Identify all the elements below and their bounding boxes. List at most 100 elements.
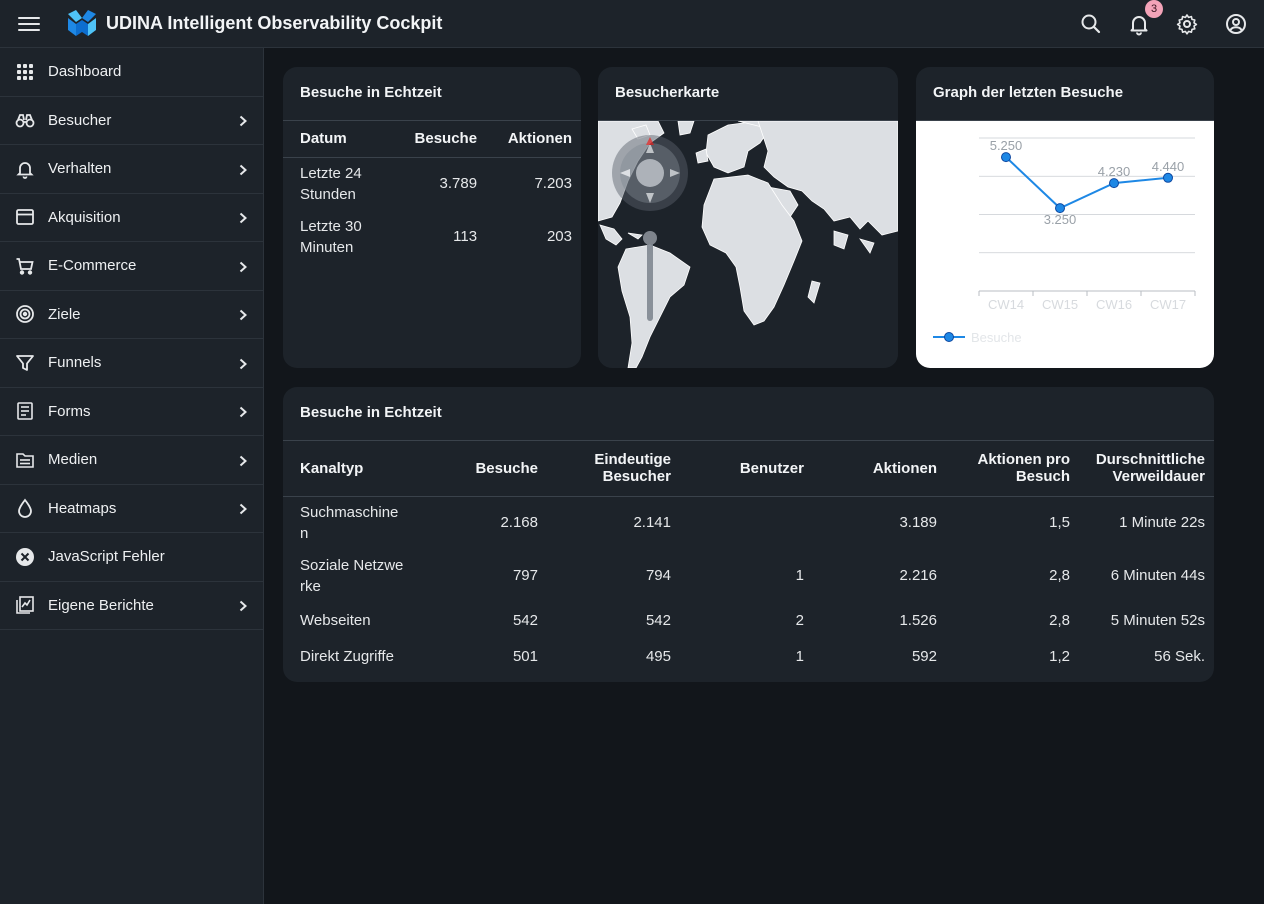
x-tick-label: CW15 — [1042, 297, 1078, 312]
table-cell: 1 — [795, 567, 804, 584]
sidebar-item-label: E-Commerce — [48, 257, 137, 275]
table-cell: 5 Minuten 52s — [1110, 611, 1205, 629]
card-title: Besucherkarte — [598, 67, 898, 121]
chevron-right-icon[interactable] — [237, 599, 249, 612]
table-cell: Soziale Netzwerke — [300, 556, 404, 595]
table-cell: 794 — [645, 567, 671, 584]
data-label: 4.230 — [1098, 164, 1131, 179]
card-title: Besuche in Echtzeit — [283, 387, 1214, 441]
sidebar-item-label: Ziele — [48, 305, 81, 323]
chevron-right-icon[interactable] — [237, 308, 249, 321]
chevron-right-icon[interactable] — [237, 260, 249, 272]
x-tick-label: CW17 — [1150, 297, 1186, 312]
table-cell: 542 — [512, 611, 538, 629]
sidebar-item-dashboard[interactable]: Dashboard — [0, 48, 263, 97]
table-cell: 1,5 — [1049, 514, 1070, 532]
column-header-aktionen-pro-besuch[interactable]: Aktionen pro Besuch — [977, 451, 1071, 486]
chevron-right-icon[interactable] — [237, 357, 249, 369]
funnel-icon — [15, 353, 35, 373]
gear-icon[interactable] — [1175, 12, 1199, 36]
table-cell: 1 Minute 22s — [1119, 514, 1205, 532]
chevron-right-icon[interactable] — [237, 114, 249, 127]
data-point — [1001, 152, 1011, 163]
visitor-map-card: Besucherkarte — [598, 67, 898, 368]
search-icon[interactable] — [1079, 12, 1103, 36]
column-header-datum[interactable]: Datum — [300, 130, 347, 148]
grid-icon — [15, 62, 35, 82]
target-icon — [15, 304, 35, 324]
column-header-aktionen[interactable]: Aktionen — [872, 459, 937, 477]
data-label: 5.250 — [990, 138, 1023, 153]
column-header-besuche[interactable]: Besuche — [475, 459, 538, 477]
table-cell: 2,8 — [1049, 567, 1070, 584]
table-cell: 2.216 — [899, 567, 937, 584]
error-icon — [15, 547, 35, 567]
sidebar-item-label: JavaScript Fehler — [48, 548, 165, 566]
sidebar-item-verhalten[interactable]: Verhalten — [0, 145, 263, 194]
menu-icon[interactable] — [18, 14, 40, 34]
table-row[interactable]: Letzte 24 Stunden 3.789 7.203 — [300, 164, 572, 203]
world-map[interactable] — [598, 121, 898, 368]
sidebar-item-besucher[interactable]: Besucher — [0, 97, 263, 145]
media-icon — [15, 450, 35, 470]
table-row[interactable]: Webseiten 542 542 2 1.526 2,8 5 Minuten 52s — [283, 602, 1214, 638]
chevron-right-icon[interactable] — [237, 502, 249, 515]
sidebar-item-medien[interactable]: Medien — [0, 436, 263, 485]
x-tick-label: CW16 — [1096, 297, 1132, 312]
window-icon — [15, 207, 35, 227]
table-cell: 1,2 — [1049, 647, 1070, 665]
user-icon[interactable] — [1224, 12, 1248, 36]
realtime-visits-card: Besuche in Echtzeit Datum Besuche Aktion… — [283, 67, 581, 368]
sidebar-item-javascript-fehler[interactable]: JavaScript Fehler — [0, 533, 263, 582]
table-row[interactable]: Direkt Zugriffe 501 495 1 592 1,2 56 Sek. — [283, 638, 1214, 674]
chevron-right-icon[interactable] — [237, 163, 249, 175]
column-header-eindeutige-besucher[interactable]: Eindeutige Besucher — [594, 451, 671, 486]
table-row[interactable]: Suchmaschinen 2.168 2.141 3.189 1,5 1 Minute … — [283, 496, 1214, 549]
data-label: 4.440 — [1152, 159, 1185, 174]
app-title: UDINA Intelligent Observability Cockpit — [106, 13, 443, 33]
column-header-benutzer[interactable]: Benutzer — [739, 459, 804, 477]
card-title: Graph der letzten Besuche — [916, 67, 1214, 121]
chevron-right-icon[interactable] — [237, 211, 249, 224]
chevron-right-icon[interactable] — [237, 454, 249, 466]
data-point — [1163, 172, 1173, 183]
line-chart-svg: CW14 CW15 CW16 CW17 5.250 3.250 4.230 4.440 Besu… — [933, 137, 1196, 345]
column-header-besuche[interactable]: Besuche — [414, 130, 478, 148]
visits-line-chart[interactable]: CW14 CW15 CW16 CW17 5.250 3.250 4.230 4.440 Besu… — [916, 121, 1214, 368]
table-row[interactable]: Letzte 30 Minuten 113 203 — [300, 217, 572, 256]
channel-visits-card: Besuche in Echtzeit Kanaltyp Besuche Ein… — [283, 387, 1214, 682]
sidebar-item-label: Eigene Berichte — [48, 596, 154, 614]
sidebar-item-label: Akquisition — [48, 208, 121, 226]
sidebar-item-label: Verhalten — [48, 160, 112, 178]
report-icon — [15, 595, 35, 615]
visits-graph-card: Graph der letzten Besuche CW14 CW15 CW16 CW… — [916, 67, 1214, 368]
bell-icon[interactable] — [1127, 12, 1151, 36]
table-cell: 2,8 — [1049, 611, 1070, 629]
table-cell: 592 — [911, 647, 937, 665]
data-point — [1109, 178, 1119, 189]
column-header-verweildauer[interactable]: Durschnittliche Verweildauer — [1095, 451, 1205, 486]
sidebar-item-funnels[interactable]: Funnels — [0, 339, 263, 388]
sidebar-item-label: Medien — [48, 451, 98, 469]
table-row[interactable]: Soziale Netzwerke 797 794 1 2.216 2,8 6 Minute… — [283, 549, 1214, 602]
column-header-kanaltyp[interactable]: Kanaltyp — [300, 459, 364, 477]
sidebar-item-label: Funnels — [48, 354, 102, 372]
realtime-visits-table: Datum Besuche Aktionen Letzte 24 Stunden… — [283, 121, 581, 263]
data-point — [1055, 203, 1065, 214]
sidebar-item-eigene-berichte[interactable]: Eigene Berichte — [0, 582, 263, 630]
sidebar-item-label: Forms — [48, 402, 91, 420]
column-header-aktionen[interactable]: Aktionen — [507, 130, 572, 148]
legend-label: Besuche — [971, 330, 1022, 345]
sidebar-item-ziele[interactable]: Ziele — [0, 291, 263, 339]
series-line-besuche — [1005, 156, 1169, 210]
shell-bar: UDINA Intelligent Observability Cockpit … — [0, 0, 1264, 48]
sidebar-item-akquisition[interactable]: Akquisition — [0, 194, 263, 242]
sidebar-item-forms[interactable]: Forms — [0, 388, 263, 436]
sidebar-item-e-commerce[interactable]: E-Commerce — [0, 242, 263, 291]
notification-badge: 3 — [1145, 0, 1163, 18]
bell-icon — [15, 159, 35, 179]
table-cell: 1 — [795, 647, 804, 665]
chevron-right-icon[interactable] — [237, 405, 249, 418]
drop-icon — [15, 498, 35, 519]
sidebar-item-heatmaps[interactable]: Heatmaps — [0, 485, 263, 533]
